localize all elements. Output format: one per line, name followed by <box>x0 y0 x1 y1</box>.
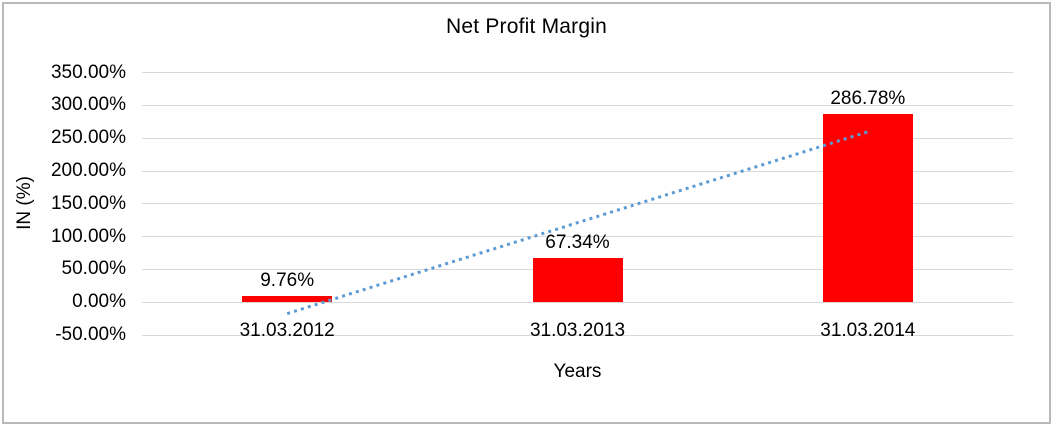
x-tick-label: 31.03.2014 <box>820 320 916 342</box>
x-tick-label: 31.03.2012 <box>239 320 335 342</box>
bar-value-label: 286.78% <box>830 88 906 110</box>
bar <box>242 295 333 303</box>
y-tick-label: -50.00% <box>55 324 126 346</box>
chart-title: Net Profit Margin <box>446 15 607 38</box>
gridline <box>142 72 1013 74</box>
y-tick-label: 100.00% <box>50 225 126 247</box>
x-tick-label: 31.03.2013 <box>529 320 626 342</box>
bar-value-label: 67.34% <box>545 232 610 254</box>
bar-value-label: 9.76% <box>260 269 315 291</box>
x-axis-title: Years <box>553 361 602 382</box>
y-tick-label: 300.00% <box>50 94 126 116</box>
y-tick-label: 200.00% <box>50 160 126 182</box>
gridline <box>142 334 1013 336</box>
y-tick-label: 50.00% <box>61 258 126 280</box>
y-tick-label: 150.00% <box>50 192 126 214</box>
y-tick-label: 350.00% <box>50 61 126 83</box>
bar <box>532 258 623 303</box>
y-tick-label: 250.00% <box>50 127 126 149</box>
gridline <box>142 104 1013 106</box>
y-tick-label: 0.00% <box>72 291 126 313</box>
bar <box>822 114 913 303</box>
